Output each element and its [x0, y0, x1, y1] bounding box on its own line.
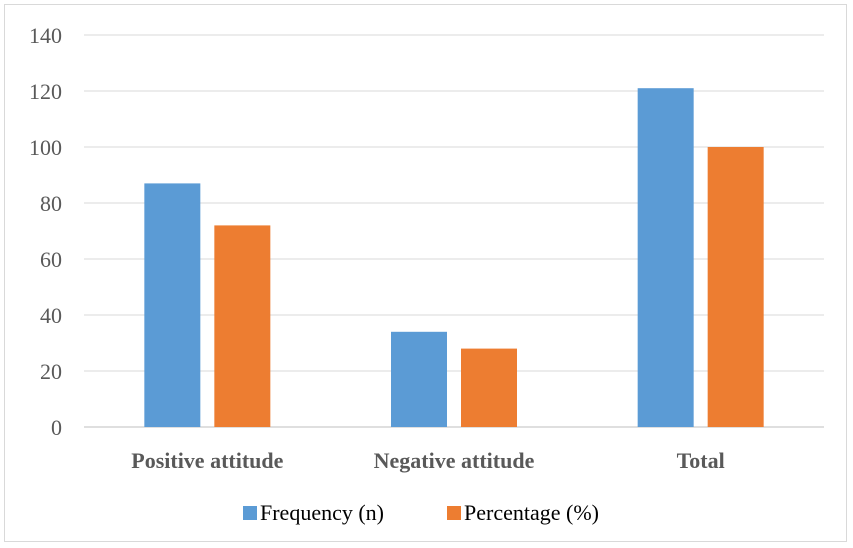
legend-swatch: [243, 506, 257, 520]
bar-percentage: [461, 349, 517, 427]
y-tick-label: 0: [51, 415, 62, 440]
legend-label: Percentage (%): [464, 500, 599, 525]
bar-frequency: [144, 183, 200, 427]
y-tick-label: 40: [40, 303, 62, 328]
y-tick-label: 20: [40, 359, 62, 384]
y-tick-label: 80: [40, 191, 62, 216]
y-tick-label: 120: [29, 79, 62, 104]
legend-label: Frequency (n): [260, 500, 384, 525]
x-category-label: Positive attitude: [131, 448, 283, 473]
legend: Frequency (n) Percentage (%): [243, 500, 599, 525]
y-tick-label: 100: [29, 135, 62, 160]
y-tick-label: 60: [40, 247, 62, 272]
x-category-label: Negative attitude: [374, 448, 535, 473]
bar-percentage: [214, 225, 270, 427]
bars: [144, 88, 763, 427]
x-category-label: Total: [677, 448, 725, 473]
y-tick-label: 140: [29, 23, 62, 48]
bar-frequency: [391, 332, 447, 427]
bar-percentage: [708, 147, 764, 427]
x-axis-labels: Positive attitude Negative attitude Total: [131, 448, 724, 473]
bar-frequency: [638, 88, 694, 427]
y-axis-ticks: 0 20 40 60 80 100 120 140: [29, 23, 62, 440]
legend-swatch: [447, 506, 461, 520]
